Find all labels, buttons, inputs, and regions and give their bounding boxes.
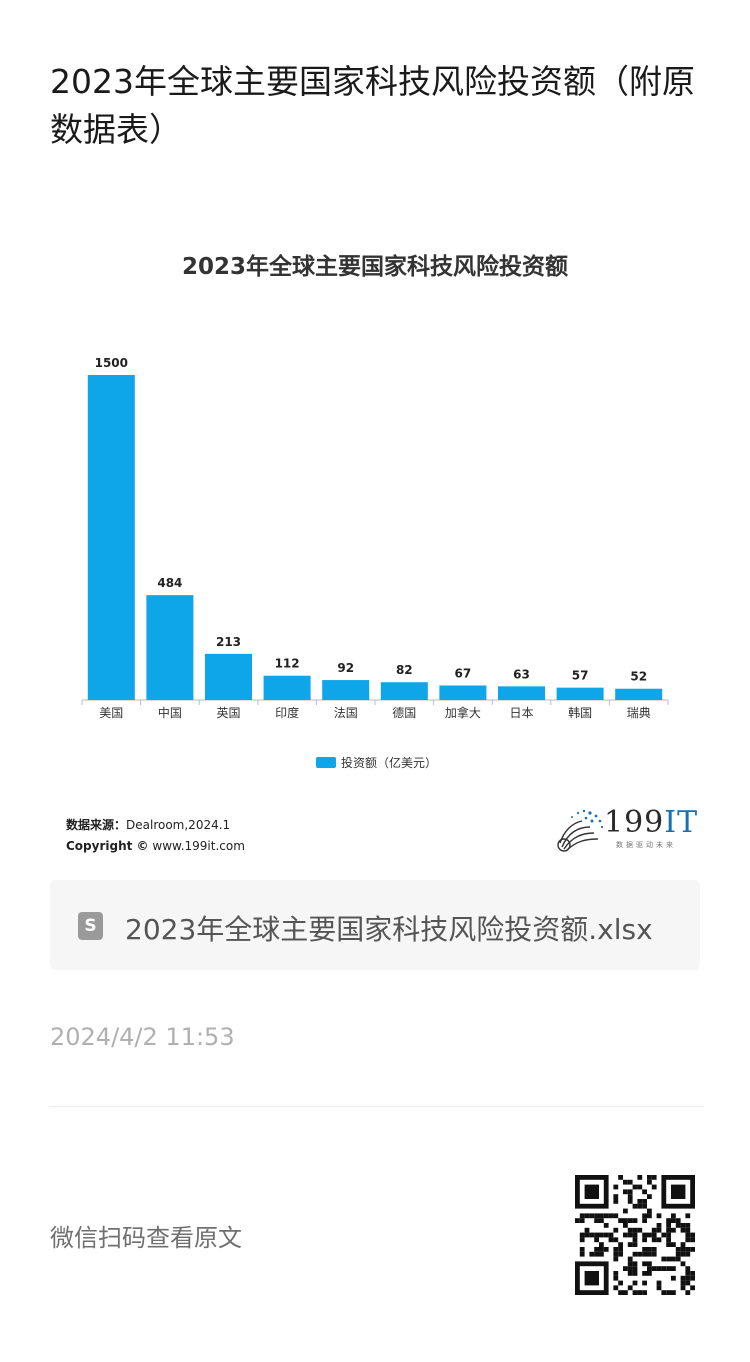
data-label: 112 — [275, 657, 300, 671]
qr-finder — [575, 1175, 609, 1209]
data-label: 82 — [396, 663, 413, 677]
bar — [498, 686, 545, 700]
data-label: 92 — [337, 661, 354, 675]
logo-tagline: 数据驱动未来 — [616, 841, 676, 849]
data-label: 63 — [513, 667, 530, 681]
qr-finder — [661, 1175, 695, 1209]
bar — [263, 675, 311, 700]
page-title: 2023年全球主要国家科技风险投资额（附原数据表） — [50, 62, 695, 149]
logo-wordmark: 199IT — [604, 805, 699, 840]
copyright-value: www.199it.com — [152, 839, 245, 853]
x-tick-label: 日本 — [509, 706, 533, 720]
attachment-card[interactable]: S 2023年全球主要国家科技风险投资额.xlsx — [50, 880, 700, 970]
x-tick-label: 韩国 — [568, 705, 592, 720]
data-label: 484 — [157, 576, 182, 590]
x-tick-label: 瑞典 — [627, 706, 651, 720]
bar — [556, 687, 604, 700]
chart-card: 2023年全球主要国家科技风险投资额 1500 美国 484 中国 213 英国 112 印度… — [50, 225, 700, 865]
data-source-label: 数据来源： — [66, 818, 127, 832]
bar — [146, 595, 194, 700]
data-source-line: 数据来源：Dealroom,2024.1 — [66, 815, 245, 836]
logo-dots-icon — [557, 809, 604, 852]
qr-code — [575, 1175, 695, 1295]
x-tick-label: 英国 — [216, 706, 240, 720]
data-source-value: Dealroom,2024.1 — [126, 818, 231, 832]
bar — [380, 682, 428, 700]
chart-title: 2023年全球主要国家科技风险投资额 — [181, 254, 568, 280]
bar — [615, 688, 663, 700]
x-tick-label: 法国 — [334, 706, 358, 720]
x-tick-label: 德国 — [392, 705, 416, 720]
legend-label: 投资额（亿美元） — [341, 755, 438, 770]
publish-timestamp: 2024/4/2 11:53 — [50, 1023, 235, 1051]
bar — [87, 375, 135, 700]
data-label: 67 — [455, 666, 472, 680]
brand-logo: 199IT 数据驱动未来 — [556, 805, 699, 855]
scan-hint: 微信扫码查看原文 — [50, 1224, 242, 1252]
data-label: 1500 — [95, 356, 128, 370]
source-block: 数据来源：Dealroom,2024.1 Copyright © www.199… — [66, 815, 245, 857]
bar — [205, 653, 252, 700]
x-tick-label: 美国 — [99, 706, 123, 720]
qr-finder — [575, 1261, 609, 1295]
legend-swatch — [316, 756, 336, 768]
data-label: 213 — [216, 635, 241, 649]
bar — [322, 680, 370, 700]
data-label: 52 — [630, 670, 647, 684]
bar-chart: 1500 美国 484 中国 213 英国 112 印度 92 法国 82 德国 67 加拿大 63 日本 57… — [81, 356, 669, 720]
chart-legend: 投资额（亿美元） — [316, 752, 437, 772]
divider — [50, 1106, 704, 1107]
bar — [439, 685, 487, 700]
spreadsheet-file-icon: S — [78, 912, 103, 940]
copyright-label: Copyright © — [66, 839, 149, 853]
x-tick-label: 加拿大 — [445, 705, 481, 720]
x-tick-label: 印度 — [275, 705, 299, 720]
data-label: 57 — [572, 669, 589, 683]
copyright-line: Copyright © www.199it.com — [66, 836, 245, 857]
attachment-filename[interactable]: 2023年全球主要国家科技风险投资额.xlsx — [125, 913, 653, 946]
x-tick-label: 中国 — [158, 705, 182, 720]
